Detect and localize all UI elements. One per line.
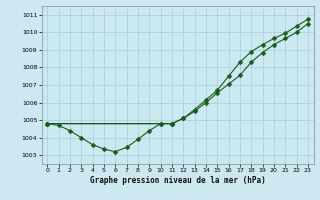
X-axis label: Graphe pression niveau de la mer (hPa): Graphe pression niveau de la mer (hPa) — [90, 176, 266, 185]
